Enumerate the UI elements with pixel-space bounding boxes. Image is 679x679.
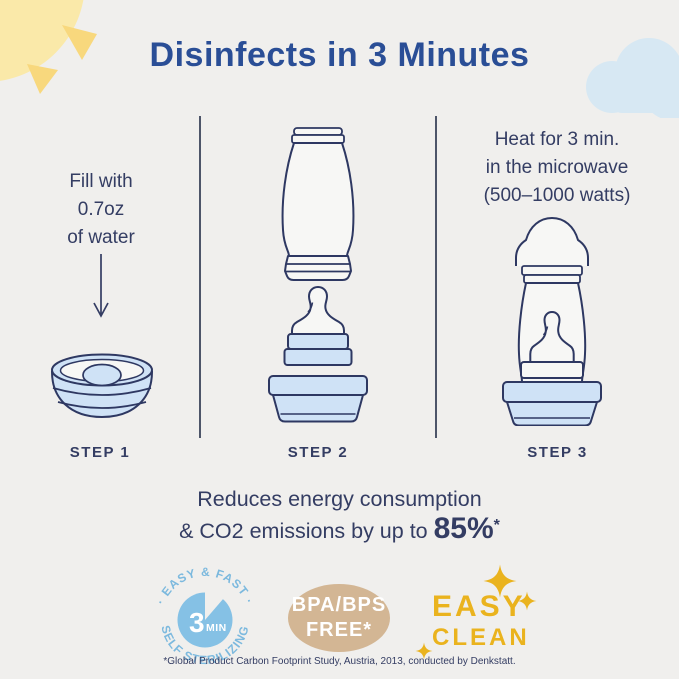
footnote: *Global Product Carbon Footprint Study, … [163, 656, 516, 667]
step1-instruction-line: Fill with [69, 171, 133, 192]
energy-claim-highlight: 85% [433, 512, 494, 545]
cloud-icon [586, 38, 679, 118]
step3-instruction-line: Heat for 3 min. [494, 129, 620, 150]
energy-claim-line1: Reduces energy consumption [197, 487, 482, 511]
bpa-badge-line2: FREE* [305, 619, 373, 641]
sun-icon [0, 0, 97, 94]
step3-instruction: Heat for 3 min. in the microwave (500–10… [446, 126, 668, 210]
step3-label: STEP 3 [527, 444, 588, 461]
easy-clean-line1: EASY [432, 590, 526, 623]
easy-clean-line2: CLEAN [432, 624, 530, 651]
sparkles-icon [415, 564, 537, 660]
step1-instruction-line: 0.7oz [77, 199, 125, 220]
energy-claim-line2-text: & CO2 emissions by up to [179, 519, 428, 543]
down-arrow-icon [93, 254, 109, 318]
step3-instruction-line: (500–1000 watts) [483, 185, 631, 206]
divider-line [199, 116, 201, 438]
easy-clean-badge: EASY CLEAN [432, 592, 530, 650]
step2-label: STEP 2 [287, 444, 349, 461]
bpa-badge-line1: BPA/BPS [291, 594, 387, 616]
disassembled-bottle-illustration [268, 127, 368, 423]
timer-wedge-icon [205, 591, 224, 620]
self-sterilizing-badge: · EASY & FAST · SELF STERILIZING 3 MIN [153, 565, 255, 667]
bpa-free-badge: BPA/BPS FREE* [288, 584, 390, 652]
energy-claim-line2: & CO2 emissions by up to 85%* [0, 514, 679, 546]
step1-label: STEP 1 [69, 444, 131, 461]
sterilizer-bowl-illustration [50, 353, 154, 419]
assembled-bottle-illustration [502, 217, 602, 426]
page-title: Disinfects in 3 Minutes [149, 36, 530, 74]
step3-instruction-line: in the microwave [485, 157, 629, 178]
step1-instruction: Fill with 0.7oz of water [20, 168, 182, 252]
badge-minutes-unit: MIN [206, 622, 227, 634]
badge-minutes-value: 3 [189, 607, 205, 638]
step1-instruction-line: of water [67, 227, 135, 248]
footnote-marker: * [493, 516, 500, 534]
divider-line [435, 116, 437, 438]
energy-claim: Reduces energy consumption & CO2 emissio… [0, 484, 679, 546]
